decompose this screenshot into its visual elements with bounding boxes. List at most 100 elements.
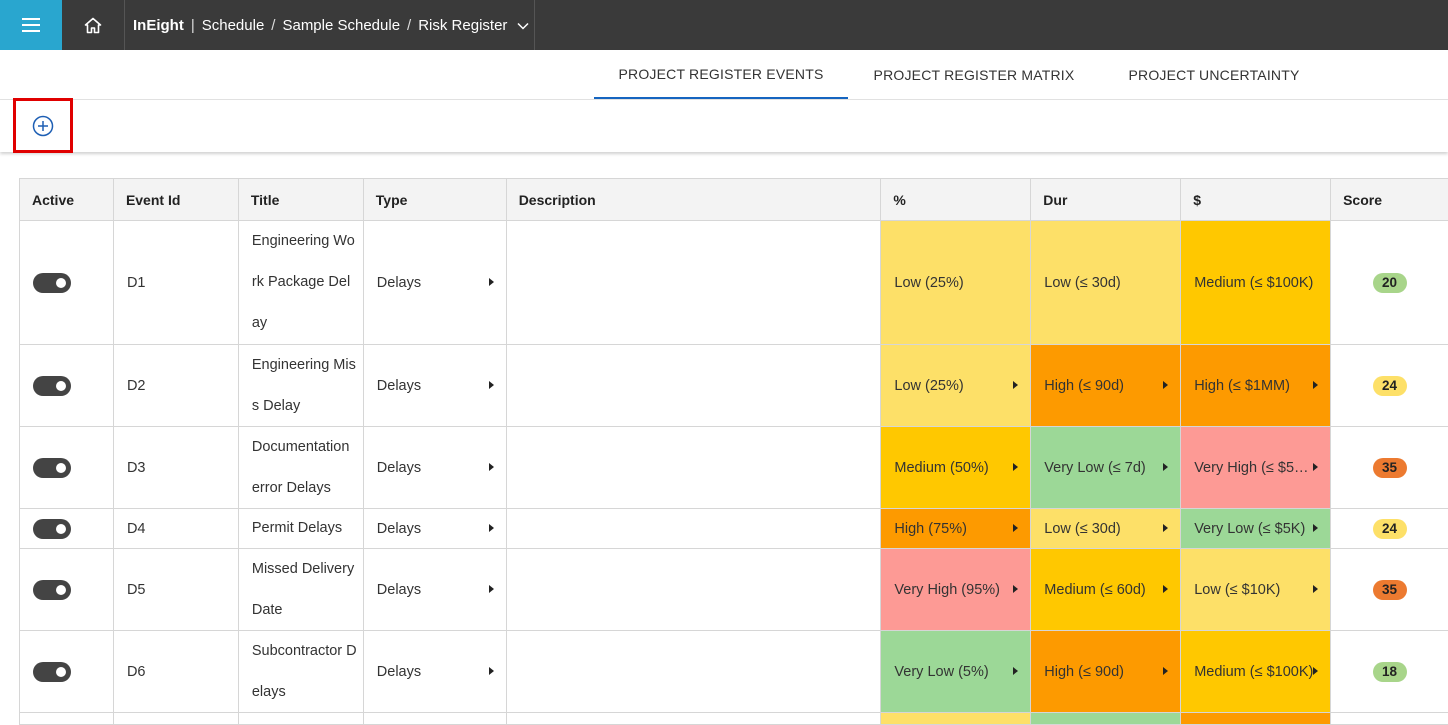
expand-arrow-icon[interactable] xyxy=(1163,666,1169,675)
type-cell[interactable]: Delays xyxy=(364,631,507,712)
expand-arrow-icon[interactable] xyxy=(488,584,494,593)
table-row[interactable] xyxy=(20,713,1448,725)
table-row[interactable]: D4 Permit Delays Delays High (75%) Low (≤ 30… xyxy=(20,509,1448,549)
probability-cell[interactable]: High (75%) xyxy=(881,509,1032,548)
tab-project-register-matrix[interactable]: PROJECT REGISTER MATRIX xyxy=(873,66,1075,83)
active-toggle[interactable] xyxy=(33,457,71,478)
active-toggle[interactable] xyxy=(33,375,71,396)
expand-arrow-icon[interactable] xyxy=(1013,462,1019,471)
description-cell[interactable] xyxy=(507,631,882,712)
title-cell[interactable]: Documentation error Delays xyxy=(239,427,364,508)
expand-arrow-icon[interactable] xyxy=(1163,462,1169,471)
duration-cell[interactable]: Medium (≤ 60d) xyxy=(1031,549,1182,630)
expand-arrow-icon[interactable] xyxy=(488,523,494,532)
title-cell xyxy=(239,713,364,724)
expand-arrow-icon[interactable] xyxy=(488,380,494,389)
score-badge: 24 xyxy=(1372,375,1407,396)
expand-arrow-icon[interactable] xyxy=(1163,523,1169,532)
cost-cell[interactable]: Low (≤ $10K) xyxy=(1181,549,1332,630)
tab-bar: PROJECT REGISTER EVENTS PROJECT REGISTER… xyxy=(0,50,1448,100)
expand-arrow-icon[interactable] xyxy=(1313,584,1319,593)
table-row[interactable]: D1 Engineering Work Package Delay Delays Lo… xyxy=(20,221,1448,345)
active-toggle[interactable] xyxy=(33,272,71,293)
column-header-description[interactable]: Description xyxy=(507,179,882,220)
expand-arrow-icon[interactable] xyxy=(1313,523,1319,532)
expand-arrow-icon[interactable] xyxy=(1163,584,1169,593)
active-toggle[interactable] xyxy=(33,518,71,539)
table-row[interactable]: D6 Subcontractor Delays Delays Very Low (5%… xyxy=(20,631,1448,713)
cost-cell[interactable]: Medium (≤ $100K) xyxy=(1181,631,1332,712)
expand-arrow-icon[interactable] xyxy=(488,666,494,675)
active-cell xyxy=(20,509,114,548)
column-header-cost[interactable]: $ xyxy=(1181,179,1332,220)
cost-cell[interactable]: Very High (≤ $5MM) xyxy=(1181,427,1332,508)
duration-value: Low (≤ 30d) xyxy=(1044,274,1121,291)
type-cell[interactable]: Delays xyxy=(364,345,507,426)
probability-cell[interactable]: Low (25%) xyxy=(881,221,1032,344)
score-cell: 24 xyxy=(1331,509,1448,548)
breadcrumb-risk-register[interactable]: Risk Register xyxy=(418,16,508,34)
event-id-cell: D2 xyxy=(114,345,239,426)
probability-cell[interactable]: Very Low (5%) xyxy=(881,631,1032,712)
cost-cell[interactable]: High (≤ $1MM) xyxy=(1181,345,1332,426)
description-cell[interactable] xyxy=(507,427,882,508)
menu-icon xyxy=(22,18,40,32)
description-cell[interactable] xyxy=(507,509,882,548)
expand-arrow-icon[interactable] xyxy=(488,277,494,286)
column-header-active[interactable]: Active xyxy=(20,179,114,220)
duration-cell[interactable]: High (≤ 90d) xyxy=(1031,631,1182,712)
duration-cell[interactable]: Low (≤ 30d) xyxy=(1031,221,1182,344)
column-header-event-id[interactable]: Event Id xyxy=(114,179,239,220)
expand-arrow-icon[interactable] xyxy=(1313,462,1319,471)
add-button[interactable] xyxy=(13,98,73,153)
tab-project-uncertainty[interactable]: PROJECT UNCERTAINTY xyxy=(1128,66,1300,83)
expand-arrow-icon[interactable] xyxy=(1013,380,1019,389)
column-header-type[interactable]: Type xyxy=(364,179,507,220)
column-header-title[interactable]: Title xyxy=(239,179,364,220)
description-cell[interactable] xyxy=(507,549,882,630)
type-cell[interactable]: Delays xyxy=(364,427,507,508)
title-cell[interactable]: Missed Delivery Date xyxy=(239,549,364,630)
breadcrumb-sample-schedule[interactable]: Sample Schedule xyxy=(282,16,401,34)
home-button[interactable] xyxy=(62,0,124,50)
expand-arrow-icon[interactable] xyxy=(1013,666,1019,675)
expand-arrow-icon[interactable] xyxy=(1163,380,1169,389)
probability-cell[interactable]: Medium (50%) xyxy=(881,427,1032,508)
expand-arrow-icon[interactable] xyxy=(1013,584,1019,593)
expand-arrow-icon[interactable] xyxy=(488,462,494,471)
duration-cell[interactable]: Very Low (≤ 7d) xyxy=(1031,427,1182,508)
title-cell[interactable]: Engineering Miss Delay xyxy=(239,345,364,426)
probability-cell[interactable]: Low (25%) xyxy=(881,345,1032,426)
table-row[interactable]: D2 Engineering Miss Delay Delays Low (25%) H… xyxy=(20,345,1448,427)
breadcrumb-app[interactable]: InEight xyxy=(133,16,184,34)
title-cell[interactable]: Engineering Work Package Delay xyxy=(239,221,364,344)
title-cell[interactable]: Subcontractor Delays xyxy=(239,631,364,712)
duration-cell[interactable]: Low (≤ 30d) xyxy=(1031,509,1182,548)
active-toggle[interactable] xyxy=(33,661,71,682)
menu-button[interactable] xyxy=(0,0,62,50)
probability-cell[interactable]: Very High (95%) xyxy=(881,549,1032,630)
description-cell[interactable] xyxy=(507,345,882,426)
type-cell[interactable]: Delays xyxy=(364,549,507,630)
breadcrumb-schedule[interactable]: Schedule xyxy=(201,16,265,34)
expand-arrow-icon[interactable] xyxy=(1013,523,1019,532)
active-toggle[interactable] xyxy=(33,579,71,600)
expand-arrow-icon[interactable] xyxy=(1313,380,1319,389)
column-header-duration[interactable]: Dur xyxy=(1031,179,1182,220)
expand-arrow-icon[interactable] xyxy=(1313,666,1319,675)
table-row[interactable]: D3 Documentation error Delays Delays Medium… xyxy=(20,427,1448,509)
cost-cell[interactable]: Medium (≤ $100K) xyxy=(1181,221,1332,344)
chevron-down-icon[interactable] xyxy=(517,17,529,34)
description-cell[interactable] xyxy=(507,221,882,344)
title-cell[interactable]: Permit Delays xyxy=(239,509,364,548)
cost-cell[interactable]: Very Low (≤ $5K) xyxy=(1181,509,1332,548)
type-cell[interactable]: Delays xyxy=(364,509,507,548)
table-row[interactable]: D5 Missed Delivery Date Delays Very High (9… xyxy=(20,549,1448,631)
column-header-probability[interactable]: % xyxy=(881,179,1032,220)
probability-cell xyxy=(881,713,1032,724)
duration-cell[interactable]: High (≤ 90d) xyxy=(1031,345,1182,426)
cost-value: Very High (≤ $5MM) xyxy=(1194,459,1317,476)
tab-project-register-events[interactable]: PROJECT REGISTER EVENTS xyxy=(594,50,848,99)
column-header-score[interactable]: Score xyxy=(1343,191,1382,208)
type-cell[interactable]: Delays xyxy=(364,221,507,344)
